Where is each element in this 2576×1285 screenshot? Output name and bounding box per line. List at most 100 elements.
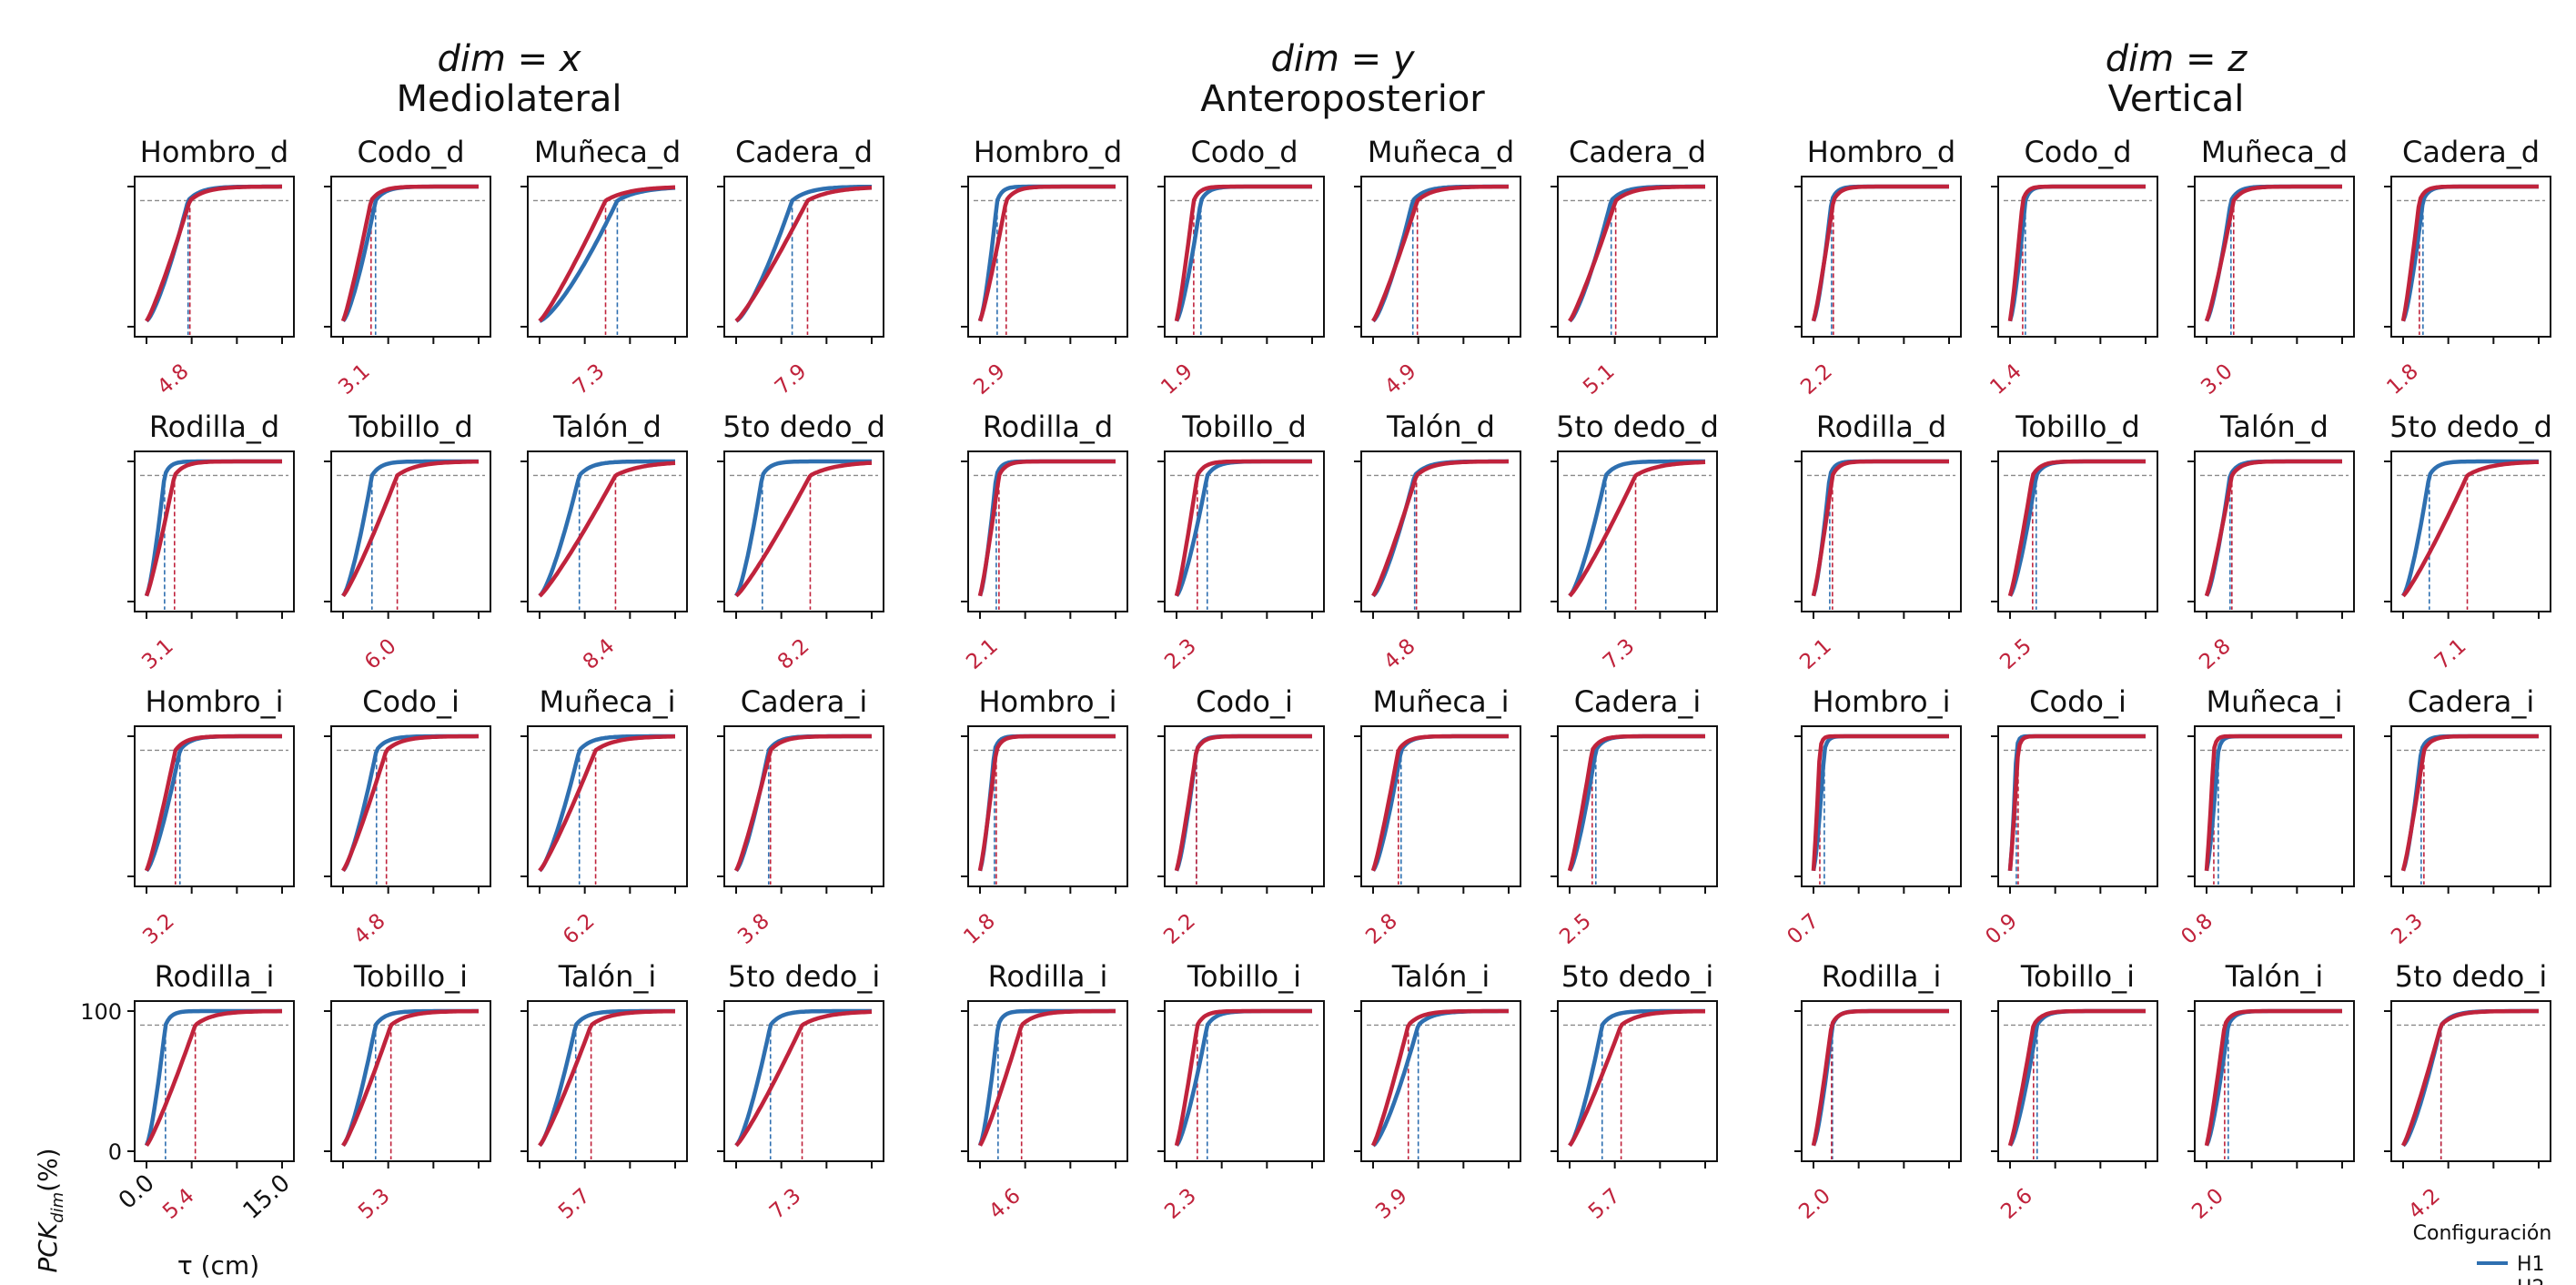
panel-anteroposterior-hombro-i-h2-curve: [977, 734, 1116, 872]
panel-vertical-talon-i: Talón_i 2.0: [2187, 959, 2355, 1224]
panel-vertical-talon-d: Talón_d 2.8: [2187, 410, 2355, 674]
panel-anteroposterior-talon-i-h2-curve: [1370, 1008, 1510, 1147]
panel-vertical-rodilla-i-frame: [1801, 1000, 1962, 1162]
panel-mediolateral-rodilla-d-tau-label: 3.1: [137, 634, 178, 674]
panel-mediolateral-hombro-d: Hombro_d 4.8: [127, 135, 295, 400]
panel-mediolateral-codo-i-tau-label: 4.8: [349, 909, 390, 949]
panel-vertical-muneca-d: Muñeca_d 3.0: [2187, 135, 2355, 400]
panel-mediolateral-codo-d-tau-label: 3.1: [334, 359, 375, 400]
panel-anteroposterior-talon-d-tau-label: 4.8: [1379, 634, 1420, 674]
panel-mediolateral-muneca-d-h1-curve: [539, 186, 676, 323]
panel-mediolateral-muneca-i-h2-curve: [538, 734, 676, 873]
panel-mediolateral-rodilla-d-title: Rodilla_d: [149, 410, 279, 444]
panel-mediolateral-hombro-i-title: Hombro_i: [145, 684, 283, 719]
panel-vertical-tobillo-i-tau-label: 2.6: [1996, 1184, 2037, 1224]
panel-anteroposterior-talon-d-frame: [1360, 450, 1521, 612]
panel-anteroposterior-rodilla-i-h2-curve: [978, 1008, 1116, 1147]
column-title-anteroposterior: Anteroposterior: [1200, 78, 1485, 120]
panel-mediolateral-5to-dedo-i-h2-curve: [734, 1009, 873, 1148]
panel-vertical-muneca-d-frame: [2194, 176, 2355, 338]
panel-vertical-codo-i-title: Codo_i: [2029, 684, 2126, 719]
panel-vertical-codo-d: Codo_d 1.4: [1985, 135, 2158, 400]
panel-anteroposterior-rodilla-d-title: Rodilla_d: [983, 410, 1113, 444]
panel-vertical-muneca-d-title: Muñeca_d: [2201, 135, 2348, 169]
panel-vertical-cadera-d: Cadera_d 1.8: [2382, 135, 2551, 400]
panel-mediolateral-codo-i: Codo_i 4.8: [324, 684, 491, 949]
panel-vertical-hombro-i-h2-curve: [1811, 734, 1950, 871]
y-tick-label-0: 100: [80, 999, 122, 1025]
panel-anteroposterior-hombro-i-tau-label: 1.8: [959, 909, 1000, 949]
panel-mediolateral-tobillo-d-tau-label: 6.0: [360, 634, 401, 674]
panel-vertical-muneca-i-frame: [2194, 725, 2355, 887]
column-dim-label-z: dim = z: [2106, 38, 2248, 80]
panel-mediolateral-codo-i-title: Codo_i: [362, 684, 460, 719]
panel-mediolateral-talon-d-h1-curve: [538, 459, 676, 598]
legend-title: Configuración: [2413, 1222, 2552, 1245]
panel-mediolateral-cadera-i-tau-label: 3.8: [733, 909, 774, 949]
x-tick-label-1: 15.0: [238, 1169, 296, 1225]
panel-anteroposterior-muneca-d: Muñeca_d 4.9: [1354, 135, 1521, 400]
panel-mediolateral-tobillo-d-h1-curve: [341, 459, 480, 597]
panel-anteroposterior-cadera-d-h2-curve: [1568, 184, 1706, 322]
panel-mediolateral-cadera-i: Cadera_i 3.8: [717, 684, 884, 949]
column-title-mediolateral: Mediolateral: [396, 78, 621, 120]
legend-entry-h2: H2: [2517, 1277, 2545, 1285]
panel-mediolateral-codo-d: Codo_d 3.1: [324, 135, 491, 400]
panel-vertical-5to-dedo-d-h2-curve: [2401, 460, 2540, 598]
panel-mediolateral-5to-dedo-i-h1-curve: [734, 1008, 873, 1148]
panel-vertical-hombro-d-tau-label: 2.2: [1796, 359, 1837, 400]
panel-anteroposterior-muneca-i-tau-label: 2.8: [1361, 909, 1402, 949]
panel-vertical-talon-d-h2-curve: [2204, 459, 2343, 597]
column-title-vertical: Vertical: [2108, 78, 2245, 120]
panel-mediolateral-5to-dedo-i-tau-label: 7.3: [765, 1184, 806, 1224]
panel-anteroposterior-5to-dedo-i-h1-curve: [1568, 1008, 1706, 1148]
panel-mediolateral-talon-i-title: Talón_i: [558, 959, 657, 994]
panel-anteroposterior-codo-d-frame: [1164, 176, 1325, 338]
panel-vertical-talon-i-title: Talón_i: [2225, 959, 2324, 994]
x-axis-label: τ (cm): [177, 1250, 259, 1280]
panel-anteroposterior-codo-d: Codo_d 1.9: [1157, 135, 1325, 400]
panel-vertical-cadera-d-frame: [2390, 176, 2551, 338]
panel-vertical-rodilla-i-h2-curve: [1811, 1008, 1950, 1147]
panel-mediolateral-codo-i-frame: [330, 725, 491, 887]
y-tick-label-1: 0: [108, 1139, 122, 1165]
panel-vertical-tobillo-d-frame: [1997, 450, 2158, 612]
panel-vertical-codo-i-h1-curve: [2007, 734, 2147, 871]
panel-vertical-tobillo-i-title: Tobillo_i: [2020, 959, 2135, 994]
panel-vertical-rodilla-i-tau-label: 2.0: [1794, 1184, 1835, 1224]
panel-vertical-tobillo-i-h2-curve: [2007, 1008, 2147, 1147]
panel-mediolateral-talon-i-h1-curve: [538, 1008, 676, 1148]
panel-anteroposterior-muneca-d-h1-curve: [1371, 184, 1510, 323]
panel-anteroposterior-talon-d-title: Talón_d: [1386, 410, 1495, 444]
panel-vertical-5to-dedo-i-h1-curve: [2401, 1008, 2540, 1148]
panel-vertical-hombro-i-h1-curve: [1811, 734, 1950, 872]
panel-anteroposterior-tobillo-d-tau-label: 2.3: [1160, 634, 1201, 674]
panel-mediolateral-hombro-i: Hombro_i 3.2: [127, 684, 295, 949]
panel-vertical-rodilla-d-title: Rodilla_d: [1816, 410, 1946, 444]
panel-mediolateral-rodilla-i: Rodilla_i 5.4 100 0 0.0 15.0: [80, 959, 295, 1225]
panel-vertical-cadera-d-h2-curve: [2400, 184, 2540, 322]
column-dim-label-x: dim = x: [437, 38, 581, 80]
panel-mediolateral-5to-dedo-d-tau-label: 8.2: [773, 634, 814, 674]
panel-anteroposterior-codo-d-tau-label: 1.9: [1157, 359, 1197, 400]
panel-anteroposterior-muneca-i-h2-curve: [1370, 734, 1510, 872]
panel-vertical-muneca-i-h1-curve: [2204, 734, 2343, 872]
panel-anteroposterior-talon-i: Talón_i 3.9: [1354, 959, 1521, 1224]
panel-mediolateral-rodilla-d-h1-curve: [144, 459, 283, 597]
panel-anteroposterior-cadera-i: Cadera_i 2.5: [1551, 684, 1718, 949]
panel-anteroposterior-5to-dedo-d-h1-curve: [1568, 459, 1706, 598]
panel-anteroposterior-rodilla-d-frame: [967, 450, 1128, 612]
panel-mediolateral-tobillo-i-h1-curve: [341, 1008, 480, 1148]
panel-vertical-tobillo-d: Tobillo_d 2.5: [1991, 410, 2158, 674]
panel-vertical-5to-dedo-i: 5to dedo_i 4.2: [2384, 959, 2551, 1224]
panel-anteroposterior-rodilla-i-title: Rodilla_i: [988, 959, 1108, 994]
panel-mediolateral-hombro-i-h2-curve: [144, 734, 283, 872]
panel-grid: Hombro_d 4.8 Codo_d 3.1 Muñeca_d 7.3 Cadera_d 7…: [80, 135, 2552, 1225]
panel-vertical-talon-d-frame: [2194, 450, 2355, 612]
column-dim-label-y: dim = y: [1270, 38, 1415, 80]
panel-anteroposterior-muneca-i-title: Muñeca_i: [1373, 684, 1510, 719]
panel-vertical-muneca-i-title: Muñeca_i: [2207, 684, 2343, 719]
panel-vertical-5to-dedo-i-title: 5to dedo_i: [2395, 959, 2547, 994]
panel-mediolateral-hombro-i-h1-curve: [145, 734, 283, 873]
panel-mediolateral-cadera-i-frame: [723, 725, 884, 887]
